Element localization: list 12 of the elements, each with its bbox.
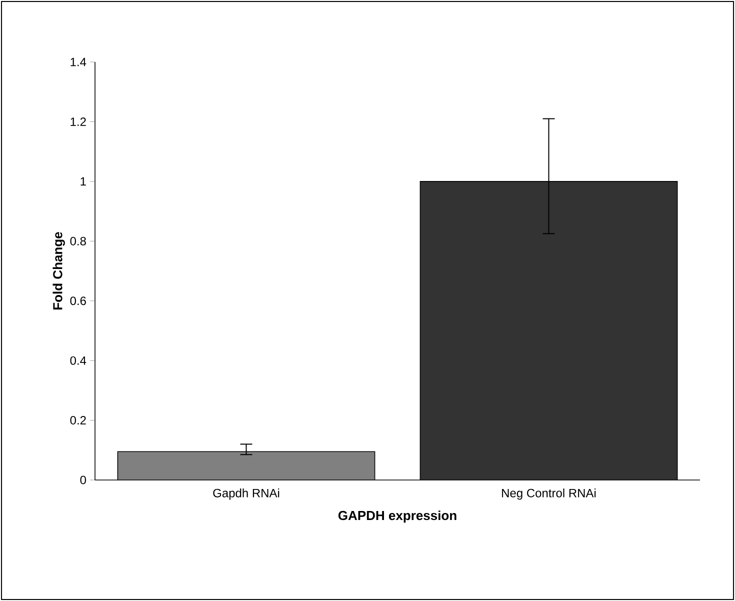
y-tick-label: 0.6: [70, 296, 86, 306]
y-tick-label: 0.8: [70, 236, 86, 246]
y-tick-label: 0: [80, 476, 86, 484]
y-tick-label: 1: [80, 177, 86, 186]
x-tick-label: Gapdh RNAi: [213, 488, 280, 500]
y-tick-label: 0.4: [70, 356, 86, 365]
y-axis-title: Fold Change: [52, 232, 65, 310]
y-tick-label: 1.2: [70, 118, 86, 126]
y-tick-label: 0.2: [70, 416, 86, 425]
x-axis-title: GAPDH expression: [338, 510, 456, 523]
y-tick-label: 1.4: [70, 58, 86, 66]
x-tick-label: Neg Control RNAi: [502, 488, 596, 500]
